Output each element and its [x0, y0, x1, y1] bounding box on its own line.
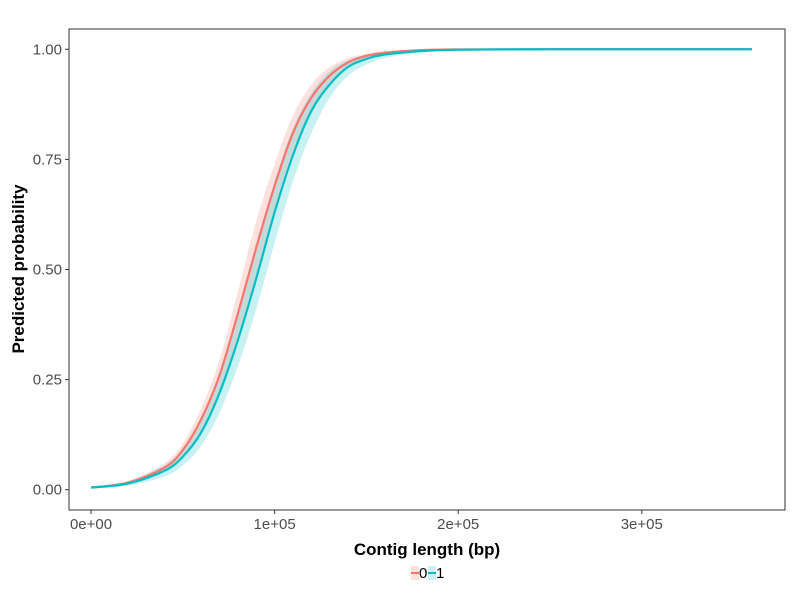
y-tick-label: 0.00	[33, 482, 62, 499]
x-axis: 0e+00 1e+05 2e+05 3e+05	[70, 510, 663, 533]
x-axis-title: Contig length (bp)	[354, 540, 500, 559]
x-tick-label: 3e+05	[621, 516, 663, 533]
x-tick-label: 2e+05	[437, 516, 479, 533]
legend-label-1: 1	[436, 565, 444, 582]
y-tick-label: 1.00	[33, 41, 62, 58]
x-tick-label: 0e+00	[70, 516, 112, 533]
y-tick-label: 0.50	[33, 262, 62, 279]
y-axis-title: Predicted probability	[9, 184, 28, 354]
series-lines	[90, 48, 752, 489]
y-tick-label: 0.75	[33, 151, 62, 168]
line-series-1	[90, 48, 752, 489]
y-axis: 0.00 0.25 0.50 0.75 1.00	[33, 41, 69, 499]
legend-label-0: 0	[419, 565, 427, 582]
x-tick-label: 1e+05	[254, 516, 296, 533]
y-tick-label: 0.25	[33, 372, 62, 389]
plot-panel	[68, 28, 786, 511]
